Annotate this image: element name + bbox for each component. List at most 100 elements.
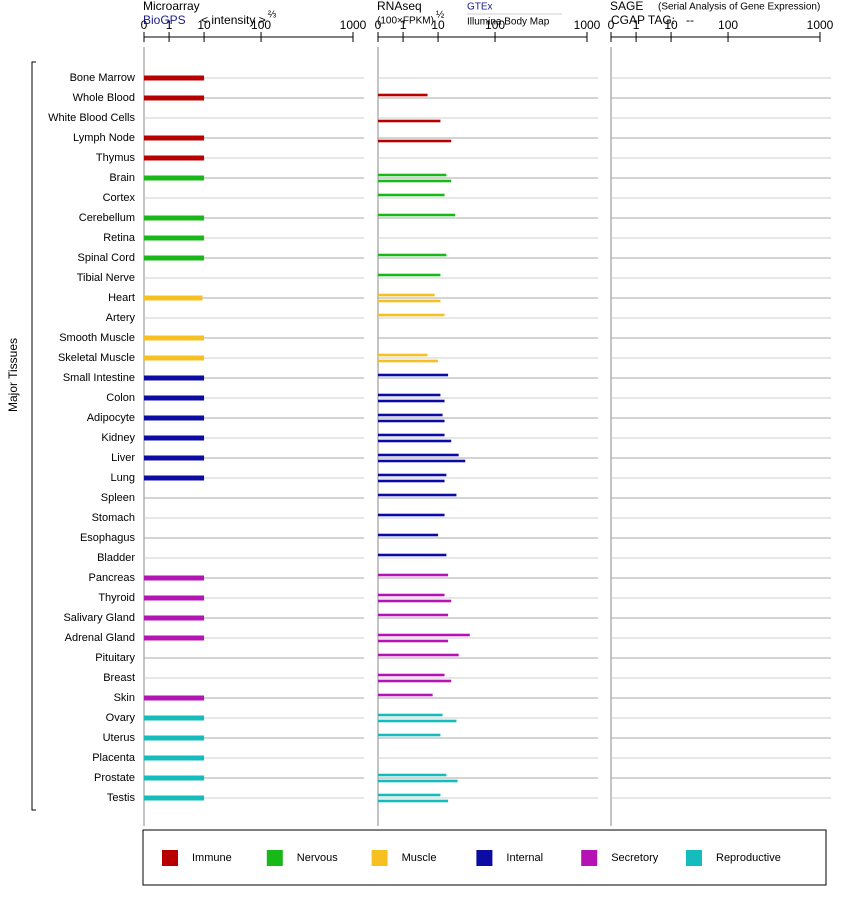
bar [378, 393, 441, 397]
x-tick-label: 1 [633, 18, 640, 32]
tag: -- [686, 13, 694, 27]
bar [378, 139, 452, 143]
bar [144, 75, 205, 81]
bar [378, 653, 459, 657]
category-label: Smooth Muscle [59, 332, 135, 344]
unit-label: < intensity > [201, 13, 266, 27]
legend-swatch [162, 850, 178, 866]
category-label: Skin [114, 692, 135, 704]
category-label: Uterus [103, 732, 136, 744]
bar [378, 439, 452, 443]
bar [378, 479, 445, 483]
bar [144, 355, 205, 361]
legend-label: Nervous [297, 852, 338, 864]
bracket [31, 61, 36, 811]
bar [144, 595, 205, 601]
x-tick-label: 0 [141, 18, 148, 32]
panel-title: SAGE [610, 0, 643, 13]
bar [378, 433, 445, 437]
bar [144, 635, 205, 641]
x-tick-label: 0 [375, 18, 382, 32]
legend-swatch [476, 850, 493, 866]
bar [144, 155, 205, 161]
x-tick-label: 100 [485, 18, 505, 32]
unit-power: ½ [436, 10, 445, 21]
source-label: BioGPS [143, 13, 186, 27]
x-tick-label: 1 [166, 18, 173, 32]
bar [378, 179, 452, 183]
bar [144, 435, 205, 441]
x-tick-label: 1 [400, 18, 407, 32]
category-label: Bone Marrow [70, 72, 135, 84]
bar [144, 695, 205, 701]
category-label: Thyroid [98, 592, 135, 604]
unit-power: ⅔ [268, 10, 277, 21]
bar [378, 253, 447, 257]
panel-title: Microarray [143, 0, 200, 13]
x-tick-label: 1000 [574, 18, 601, 32]
bar [378, 399, 445, 403]
legend-swatch [581, 850, 598, 866]
tag-label: CGAP TAG: [611, 13, 675, 27]
bar [144, 475, 205, 481]
bar [378, 793, 441, 797]
category-label: Colon [106, 392, 135, 404]
legend-swatch [686, 850, 702, 866]
x-tick-label: 1000 [340, 18, 367, 32]
legend-swatch [266, 850, 283, 866]
bar [144, 135, 205, 141]
bar [378, 419, 445, 423]
category-label: Lung [111, 472, 135, 484]
x-tick-label: 100 [251, 18, 271, 32]
bar [378, 633, 470, 637]
category-label: Esophagus [80, 532, 136, 544]
legend-label: Internal [506, 852, 543, 864]
y-axis-label: Major Tissues [6, 338, 20, 412]
bar [378, 413, 443, 417]
bar [378, 473, 447, 477]
bar [144, 95, 205, 101]
x-tick-label: 1000 [807, 18, 834, 32]
bar [378, 679, 452, 683]
bar [144, 395, 205, 401]
bar [378, 459, 466, 463]
category-label: Stomach [92, 512, 135, 524]
bar [378, 293, 435, 297]
bar [378, 693, 433, 697]
bar [378, 673, 445, 677]
bar [378, 639, 449, 643]
bar [144, 615, 205, 621]
unit-label: (100×FPKM) [377, 16, 434, 27]
bar [378, 773, 447, 777]
category-label: Thymus [96, 152, 136, 164]
category-label: Heart [108, 292, 135, 304]
legend-label: Immune [192, 852, 232, 864]
category-label: Skeletal Muscle [58, 352, 135, 364]
bar [144, 335, 205, 341]
bar [378, 719, 457, 723]
bar [378, 593, 445, 597]
legend-label: Muscle [402, 852, 437, 864]
category-label: Breast [103, 672, 135, 684]
source-label: Illumina Body Map [467, 17, 550, 28]
bar [378, 733, 441, 737]
bar [378, 453, 459, 457]
bar [378, 553, 447, 557]
source-label: GTEx [467, 2, 493, 13]
panel-title: RNAseq [377, 0, 422, 13]
category-label: Brain [109, 172, 135, 184]
category-label: Adrenal Gland [65, 632, 135, 644]
category-label: Pituitary [95, 652, 135, 664]
category-label: Ovary [106, 712, 136, 724]
category-label: Small Intestine [63, 372, 135, 384]
category-label: Spinal Cord [78, 252, 135, 264]
bar [378, 299, 441, 303]
bar [378, 573, 449, 577]
category-label: Cerebellum [79, 212, 135, 224]
category-label: Testis [107, 792, 136, 804]
category-label: Lymph Node [73, 132, 135, 144]
x-tick-label: 100 [718, 18, 738, 32]
bar [378, 359, 439, 363]
category-label: Bladder [97, 552, 135, 564]
bar [144, 295, 203, 301]
